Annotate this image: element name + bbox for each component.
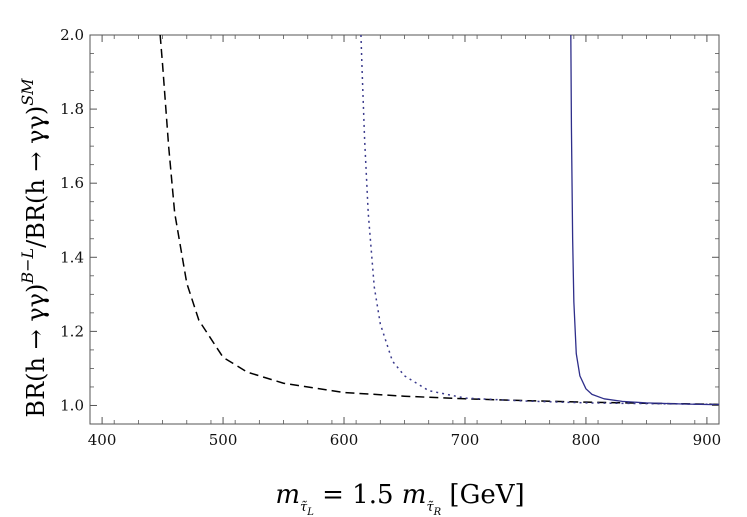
y-axis-title: BR(h → γγ)B−L/BR(h → γγ)SM bbox=[18, 78, 50, 418]
y-tick-label: 1.0 bbox=[60, 396, 84, 414]
series-line-dotted bbox=[360, 35, 719, 406]
y-tick-label: 1.8 bbox=[60, 100, 84, 118]
x-tick-label: 700 bbox=[451, 431, 480, 449]
x-tick-label: 800 bbox=[572, 431, 601, 449]
y-tick-label: 1.6 bbox=[60, 174, 84, 192]
tick-labels: 400 500 600 700 800 900 1.0 1.2 1.4 1.6 1.8 2.0 bbox=[60, 26, 721, 449]
x-axis-title: mτ̃L = 1.5 mτ̃R [GeV] bbox=[275, 480, 524, 517]
axis-ticks bbox=[89, 34, 720, 425]
y-tick-label: 1.4 bbox=[60, 248, 84, 266]
plot-area bbox=[89, 34, 720, 425]
x-tick-label: 900 bbox=[693, 431, 722, 449]
series-line-solid bbox=[570, 35, 719, 406]
plot-frame bbox=[89, 34, 720, 425]
y-tick-label: 1.2 bbox=[60, 322, 84, 340]
x-tick-label: 400 bbox=[88, 431, 117, 449]
x-tick-label: 600 bbox=[330, 431, 359, 449]
y-tick-label: 2.0 bbox=[60, 26, 84, 44]
x-tick-label: 500 bbox=[209, 431, 238, 449]
series-line-dashed bbox=[159, 35, 719, 406]
